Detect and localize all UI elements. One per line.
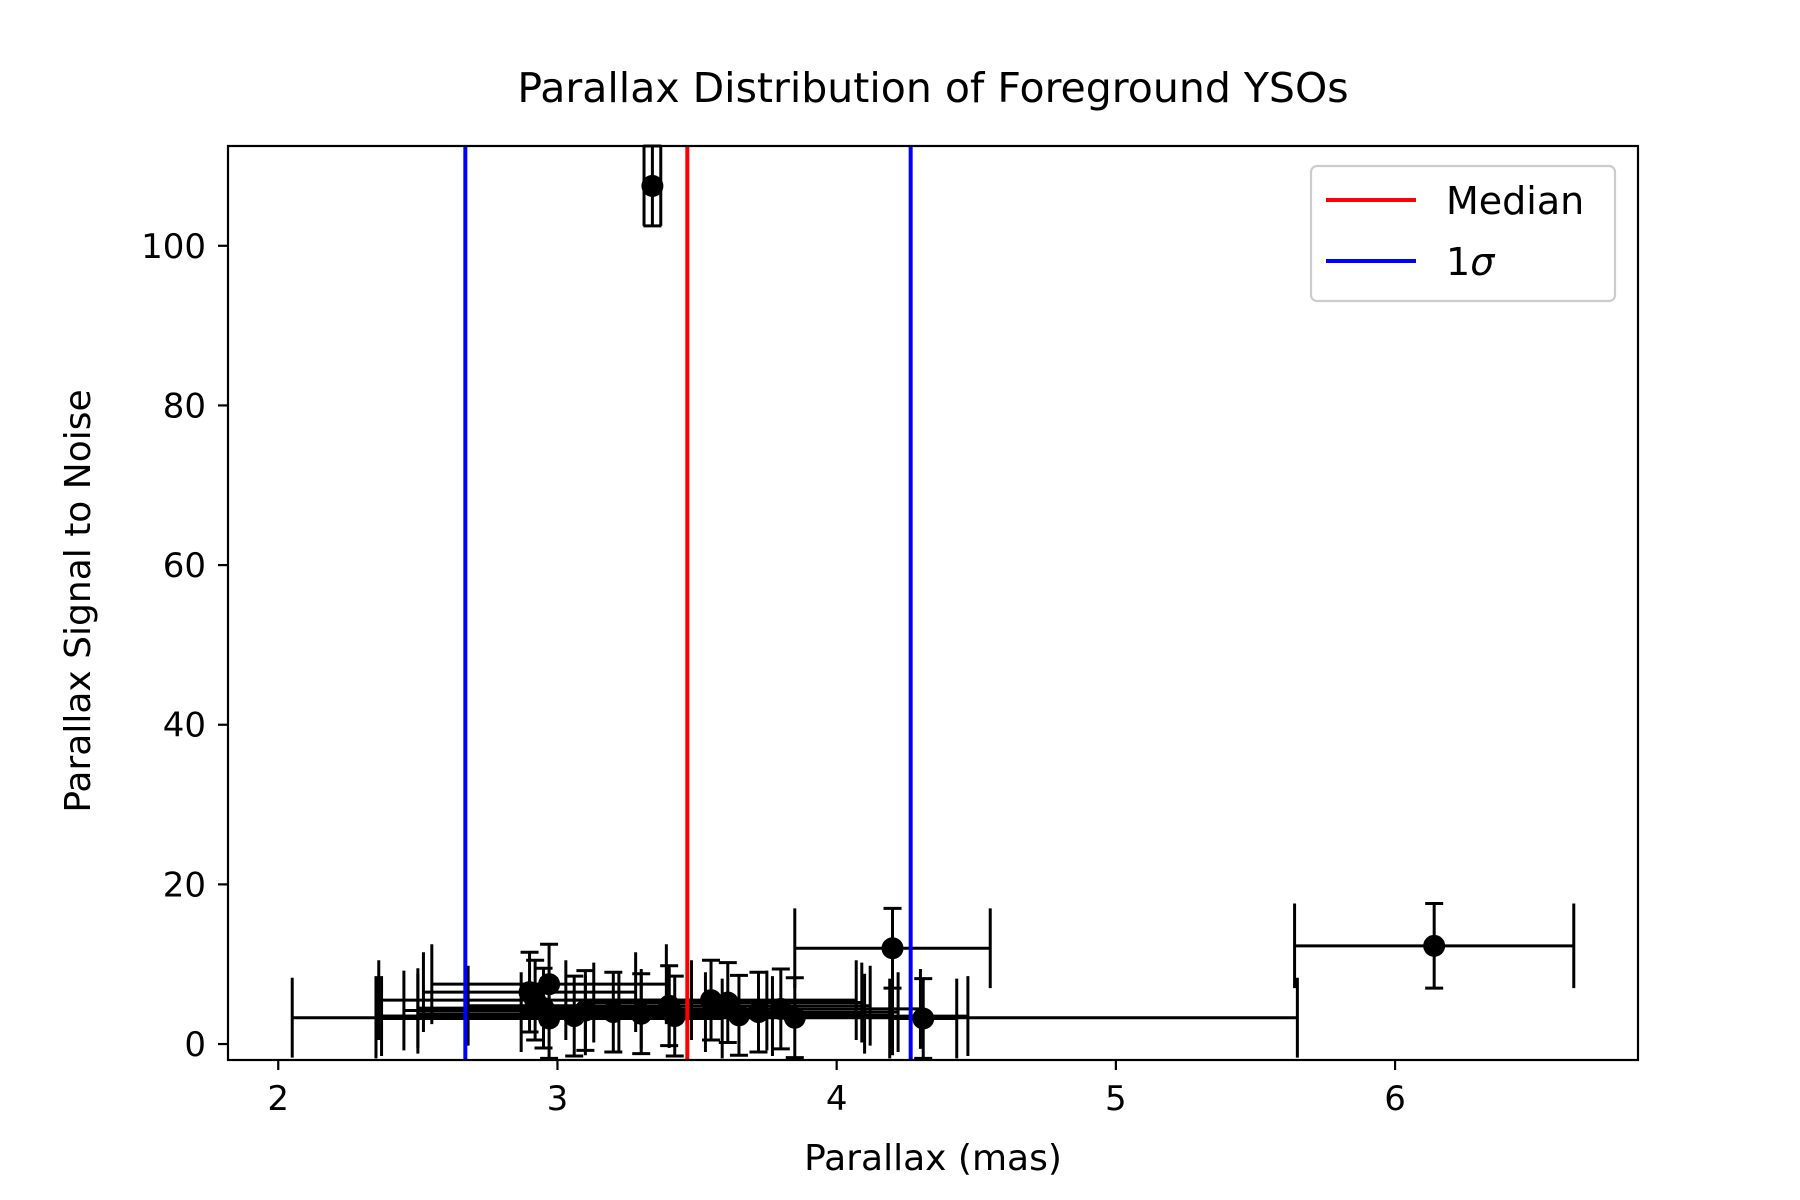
data-point-10: [602, 1001, 625, 1024]
x-tick-label-2: 2: [267, 1079, 289, 1119]
y-tick-label-80: 80: [163, 386, 206, 426]
data-point-6: [538, 973, 561, 996]
chart-title: Parallax Distribution of Foreground YSOs: [517, 64, 1348, 112]
data-point-18: [630, 1002, 653, 1025]
legend-median-label: Median: [1446, 179, 1584, 223]
data-point-13: [747, 1001, 770, 1024]
y-tick-label-0: 0: [184, 1025, 206, 1065]
data-point-1: [881, 937, 904, 960]
x-axis-ticks: 2 3 4 5 6: [267, 1060, 1406, 1119]
data-points: [518, 174, 1446, 1030]
x-axis-label: Parallax (mas): [804, 1138, 1062, 1179]
data-point-2: [1423, 934, 1446, 957]
data-point-11: [700, 989, 723, 1012]
y-axis-label: Parallax Signal to Noise: [58, 389, 99, 812]
legend-sigma-number: 1: [1446, 240, 1470, 284]
data-point-14: [658, 994, 681, 1017]
legend-sigma-label: 1σ: [1446, 240, 1496, 284]
y-tick-label-100: 100: [141, 227, 206, 267]
y-axis-ticks: 0 20 40 60 80 100: [141, 227, 228, 1065]
plot-frame: [226, 144, 1640, 1062]
data-point-5: [912, 1007, 935, 1030]
legend: Median 1σ: [1309, 164, 1617, 303]
y-tick-label-40: 40: [163, 706, 206, 746]
data-point-16: [518, 981, 541, 1004]
x-tick-label-5: 5: [1105, 1079, 1127, 1119]
reference-lines: [463, 146, 913, 1060]
data-point-0: [641, 174, 664, 197]
data-point-15: [532, 997, 555, 1020]
data-point-20: [769, 997, 792, 1020]
data-point-17: [574, 999, 597, 1022]
x-tick-label-6: 6: [1384, 1079, 1406, 1119]
x-tick-label-3: 3: [547, 1079, 569, 1119]
y-tick-label-60: 60: [163, 546, 206, 586]
legend-sigma-symbol: σ: [1470, 240, 1496, 284]
x-tick-label-4: 4: [826, 1079, 848, 1119]
y-tick-label-20: 20: [163, 865, 206, 905]
data-point-19: [727, 1004, 750, 1027]
